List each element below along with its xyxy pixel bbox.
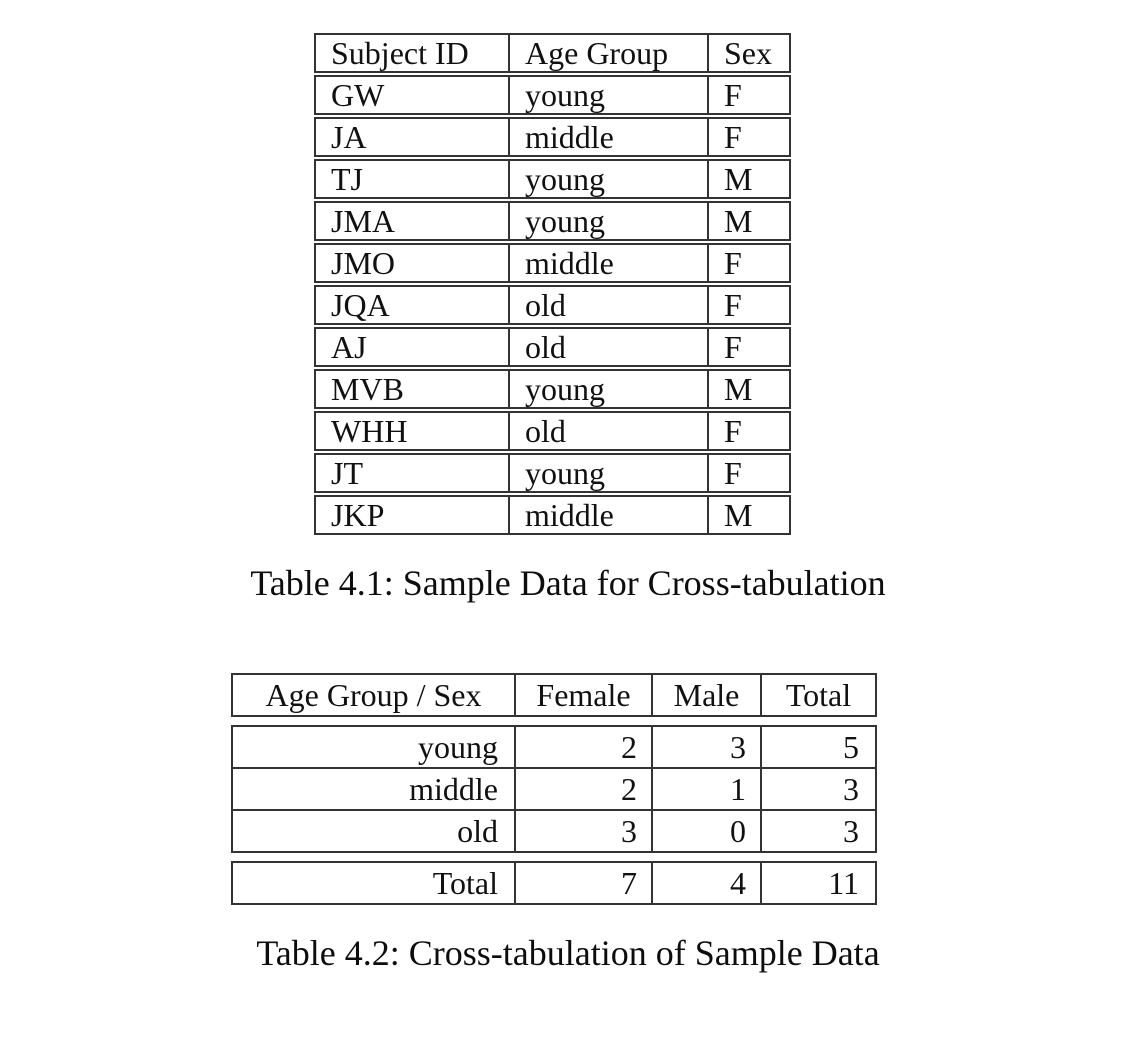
cell-row-label: Total xyxy=(233,863,516,903)
cell-subject-id: JQA xyxy=(316,287,510,323)
crosstab-header-female: Female xyxy=(516,675,653,715)
cell-male-count: 0 xyxy=(653,811,762,851)
cell-age-group: old xyxy=(510,287,709,323)
cell-subject-id: JKP xyxy=(316,497,510,533)
table-row: JT young F xyxy=(314,453,791,493)
cell-age-group: middle xyxy=(510,119,709,155)
table1-header-age-group: Age Group xyxy=(510,35,709,71)
table-row: JQA old F xyxy=(314,285,791,325)
cell-row-label: middle xyxy=(233,769,516,809)
cell-sex: F xyxy=(724,244,742,281)
cell-subject-id: WHH xyxy=(316,413,510,449)
table-row: JMA young M xyxy=(314,201,791,241)
cell-subject-id: GW xyxy=(316,77,510,113)
cell-sex: F xyxy=(724,76,742,113)
cell-sex: F xyxy=(724,454,742,491)
cell-male-count: 3 xyxy=(653,727,762,767)
crosstab-body-box: young 2 3 5 middle 2 1 3 old 3 0 3 xyxy=(231,725,877,853)
cell-age-group: young xyxy=(510,77,709,113)
cell-age-group: middle xyxy=(510,497,709,533)
crosstab-header-total: Total xyxy=(785,676,852,713)
crosstab-header-male: Male xyxy=(653,675,762,715)
cell-sex: M xyxy=(724,370,753,407)
cell-total-count: 11 xyxy=(828,864,859,901)
crosstab-header-row: Age Group / Sex Female Male Total xyxy=(233,675,875,715)
table-row: TJ young M xyxy=(314,159,791,199)
cell-age-group: young xyxy=(510,455,709,491)
cell-subject-id: JMA xyxy=(316,203,510,239)
crosstab-header-box: Age Group / Sex Female Male Total xyxy=(231,673,877,717)
table-row: JA middle F xyxy=(314,117,791,157)
table1-header-sex: Sex xyxy=(724,34,772,71)
cell-age-group: young xyxy=(510,203,709,239)
crosstab-total-box: Total 7 4 11 xyxy=(231,861,877,905)
table2-caption: Table 4.2: Cross-tabulation of Sample Da… xyxy=(256,933,880,973)
cell-age-group: young xyxy=(510,371,709,407)
table1-header-subject-id: Subject ID xyxy=(316,35,510,71)
cell-age-group: middle xyxy=(510,245,709,281)
cell-sex: M xyxy=(724,496,753,533)
cell-age-group: old xyxy=(510,413,709,449)
cell-total-count: 5 xyxy=(843,728,859,765)
cell-female-count: 3 xyxy=(516,811,653,851)
crosstab-row-young: young 2 3 5 xyxy=(233,727,875,767)
cell-subject-id: TJ xyxy=(316,161,510,197)
table-row: JMO middle F xyxy=(314,243,791,283)
cell-sex: F xyxy=(724,412,742,449)
table-row: WHH old F xyxy=(314,411,791,451)
table-row: AJ old F xyxy=(314,327,791,367)
cell-sex: M xyxy=(724,202,753,239)
crosstab-row-old: old 3 0 3 xyxy=(233,809,875,851)
cell-female-count: 2 xyxy=(516,769,653,809)
crosstab-row-middle: middle 2 1 3 xyxy=(233,767,875,809)
cell-sex: F xyxy=(724,328,742,365)
document-page: Subject ID Age Group Sex GW young F JA m… xyxy=(0,33,1136,1045)
cell-subject-id: JA xyxy=(316,119,510,155)
table-row: GW young F xyxy=(314,75,791,115)
cell-subject-id: JMO xyxy=(316,245,510,281)
table-row: MVB young M xyxy=(314,369,791,409)
cell-sex: F xyxy=(724,118,742,155)
cell-subject-id: AJ xyxy=(316,329,510,365)
cell-sex: M xyxy=(724,160,753,197)
cell-male-count: 1 xyxy=(653,769,762,809)
cell-male-count: 4 xyxy=(653,863,762,903)
cell-sex: F xyxy=(724,286,742,323)
cell-row-label: young xyxy=(233,727,516,767)
cell-age-group: old xyxy=(510,329,709,365)
cell-total-count: 3 xyxy=(843,770,859,807)
cell-subject-id: MVB xyxy=(316,371,510,407)
table1-caption: Table 4.1: Sample Data for Cross-tabulat… xyxy=(250,563,886,603)
table-row: JKP middle M xyxy=(314,495,791,535)
cell-female-count: 2 xyxy=(516,727,653,767)
cell-total-count: 3 xyxy=(843,812,859,849)
cell-subject-id: JT xyxy=(316,455,510,491)
sample-data-table: Subject ID Age Group Sex GW young F JA m… xyxy=(314,33,791,535)
table1-header-row: Subject ID Age Group Sex xyxy=(314,33,791,73)
cell-age-group: young xyxy=(510,161,709,197)
crosstab-table: Age Group / Sex Female Male Total young … xyxy=(231,673,877,905)
cell-female-count: 7 xyxy=(516,863,653,903)
cell-row-label: old xyxy=(233,811,516,851)
crosstab-row-total: Total 7 4 11 xyxy=(233,863,875,903)
crosstab-header-age-group-sex: Age Group / Sex xyxy=(233,675,516,715)
